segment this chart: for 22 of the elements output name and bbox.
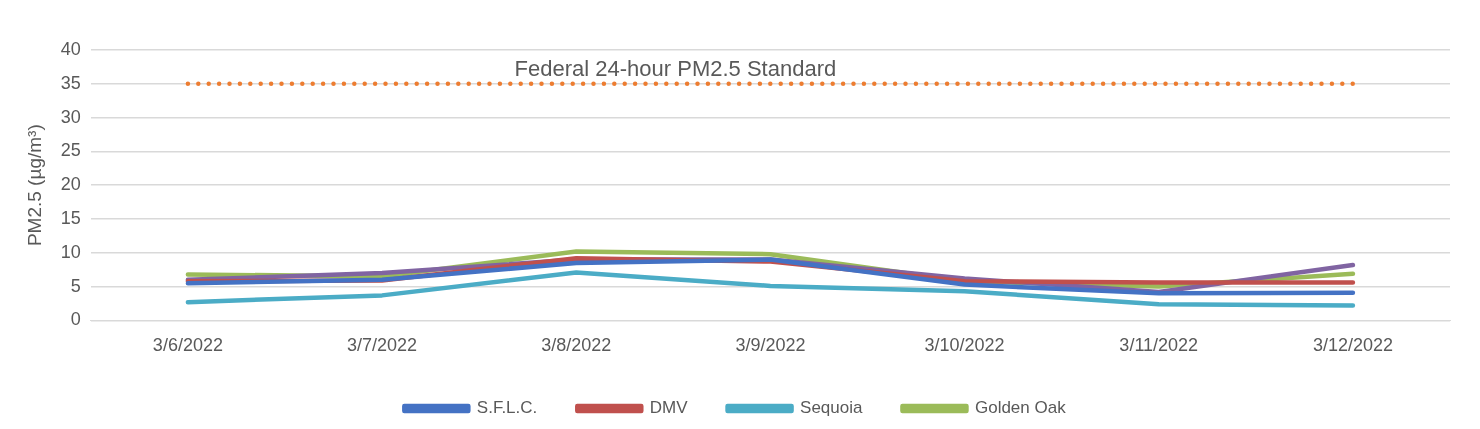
x-tick-label: 3/8/2022 [541, 335, 612, 356]
y-tick-label: 20 [60, 174, 81, 195]
y-tick-label: 40 [60, 38, 81, 59]
x-tick-label: 3/9/2022 [735, 335, 806, 356]
y-tick-label: 10 [60, 241, 81, 262]
x-tick-label: 3/6/2022 [152, 335, 223, 356]
y-tick-label: 15 [60, 207, 81, 228]
y-axis-title: PM2.5 (µg/m³) [23, 124, 45, 247]
legend-label: DMV [649, 398, 689, 418]
x-tick-label: 3/7/2022 [347, 335, 418, 356]
legend-label: Golden Oak [974, 398, 1067, 418]
y-tick-label: 0 [70, 309, 81, 330]
ref-line-label: Federal 24-hour PM2.5 Standard [514, 55, 837, 81]
x-tick-label: 3/11/2022 [1119, 335, 1199, 356]
y-tick-label: 25 [60, 140, 81, 161]
y-tick-label: 30 [60, 106, 81, 127]
y-tick-label: 5 [70, 275, 81, 296]
x-tick-label: 3/10/2022 [924, 335, 1005, 356]
x-tick-label: 3/12/2022 [1312, 335, 1393, 356]
y-tick-label: 35 [60, 72, 81, 93]
legend-label: Sequoia [800, 398, 863, 418]
legend-label: S.F.L.C. [476, 398, 538, 418]
